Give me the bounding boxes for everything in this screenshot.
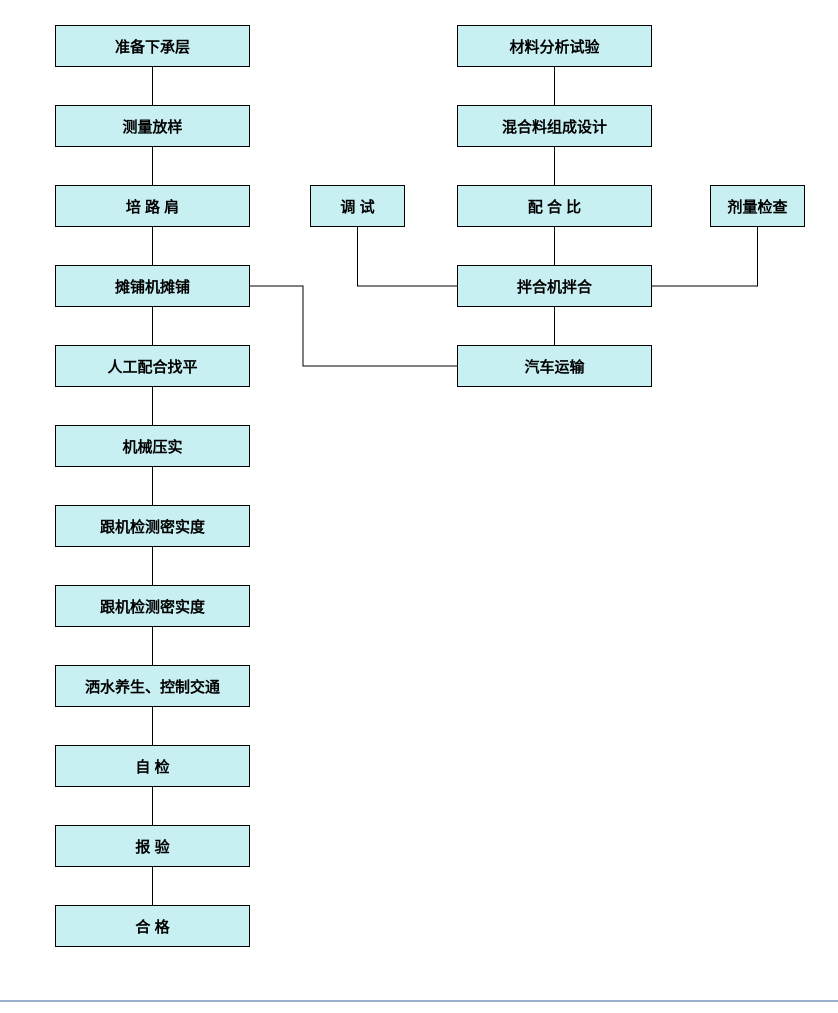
node-n1: 准备下承层 bbox=[55, 25, 250, 67]
node-label: 测量放样 bbox=[122, 116, 182, 137]
node-n12: 合 格 bbox=[55, 905, 250, 947]
node-n6: 机械压实 bbox=[55, 425, 250, 467]
node-m2: 混合料组成设计 bbox=[457, 105, 652, 147]
node-n11: 报 验 bbox=[55, 825, 250, 867]
footer-line bbox=[0, 1000, 838, 1002]
node-label: 剂量检查 bbox=[727, 196, 787, 217]
node-label: 跟机检测密实度 bbox=[100, 596, 205, 617]
node-m3: 配 合 比 bbox=[457, 185, 652, 227]
node-label: 自 检 bbox=[135, 756, 169, 777]
node-m4: 拌合机拌合 bbox=[457, 265, 652, 307]
node-label: 人工配合找平 bbox=[107, 356, 197, 377]
node-m5: 汽车运输 bbox=[457, 345, 652, 387]
node-m1: 材料分析试验 bbox=[457, 25, 652, 67]
node-label: 洒水养生、控制交通 bbox=[85, 676, 220, 697]
node-n4: 摊铺机摊铺 bbox=[55, 265, 250, 307]
node-label: 调 试 bbox=[340, 196, 374, 217]
node-label: 材料分析试验 bbox=[509, 36, 599, 57]
node-label: 合 格 bbox=[135, 916, 169, 937]
node-n8: 跟机检测密实度 bbox=[55, 585, 250, 627]
node-label: 跟机检测密实度 bbox=[100, 516, 205, 537]
node-label: 配 合 比 bbox=[528, 196, 581, 217]
node-label: 汽车运输 bbox=[524, 356, 584, 377]
node-label: 混合料组成设计 bbox=[502, 116, 607, 137]
node-label: 报 验 bbox=[135, 836, 169, 857]
node-n9: 洒水养生、控制交通 bbox=[55, 665, 250, 707]
node-label: 培 路 肩 bbox=[126, 196, 179, 217]
edge-s2-m4 bbox=[652, 227, 758, 286]
edge-m5-n4 bbox=[250, 286, 457, 366]
node-s1: 调 试 bbox=[310, 185, 405, 227]
node-n7: 跟机检测密实度 bbox=[55, 505, 250, 547]
node-label: 准备下承层 bbox=[115, 36, 190, 57]
node-n3: 培 路 肩 bbox=[55, 185, 250, 227]
node-label: 拌合机拌合 bbox=[517, 276, 592, 297]
node-label: 摊铺机摊铺 bbox=[115, 276, 190, 297]
edge-s1-m4 bbox=[358, 227, 458, 286]
node-n2: 测量放样 bbox=[55, 105, 250, 147]
flowchart-canvas: 准备下承层测量放样培 路 肩摊铺机摊铺人工配合找平机械压实跟机检测密实度跟机检测… bbox=[0, 0, 838, 1013]
node-s2: 剂量检查 bbox=[710, 185, 805, 227]
node-n10: 自 检 bbox=[55, 745, 250, 787]
node-n5: 人工配合找平 bbox=[55, 345, 250, 387]
node-label: 机械压实 bbox=[122, 436, 182, 457]
